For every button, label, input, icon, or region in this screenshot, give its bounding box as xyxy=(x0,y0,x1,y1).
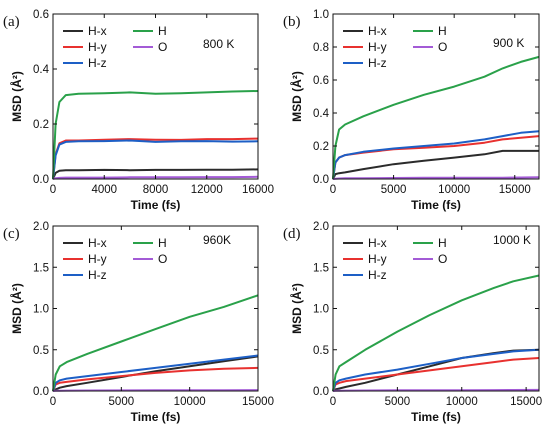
temperature-label: 1000 K xyxy=(493,233,531,247)
series-line-h-y xyxy=(52,137,259,180)
y-tick-label: 0.5 xyxy=(313,345,329,357)
y-axis-title: MSD (Å²) xyxy=(9,283,24,334)
y-tick-label: 0.4 xyxy=(33,64,50,76)
series-line-h-z xyxy=(52,139,259,180)
series-line-h xyxy=(332,274,540,392)
series-line-h-z xyxy=(52,354,259,392)
series-line-h xyxy=(52,294,259,392)
y-axis-title: MSD (Å²) xyxy=(289,283,304,334)
series-line-h-x xyxy=(52,355,259,392)
y-axis-title: MSD (Å²) xyxy=(289,71,304,122)
y-tick-label: 0.8 xyxy=(313,42,329,54)
y-tick-label: 0.0 xyxy=(33,174,49,186)
x-tick-label: 10000 xyxy=(446,396,478,408)
x-axis-title: Time (fs) xyxy=(411,410,461,424)
x-tick-label: 15000 xyxy=(510,396,542,408)
legend-label-h-z: H-z xyxy=(88,268,107,282)
legend-label-h-x: H-x xyxy=(88,24,107,38)
chart-panel-1: 0 4000 8000 12000 16000 0.0 0.2 0.4 0.6 Time (fs)… xyxy=(3,9,274,212)
x-tick-label: 5000 xyxy=(381,184,407,196)
panel-label: (d) xyxy=(283,226,301,242)
series-line-h xyxy=(52,90,259,180)
y-tick-label: 0.2 xyxy=(313,141,329,153)
plot-frame xyxy=(332,13,540,180)
y-tick-label: 1.0 xyxy=(313,9,329,21)
legend-label-h: H xyxy=(158,236,167,250)
y-tick-label: 0.5 xyxy=(33,345,49,357)
x-tick-label: 8000 xyxy=(143,184,169,196)
y-tick-label: 2.0 xyxy=(313,221,329,233)
legend-label-h-z: H-z xyxy=(368,56,387,70)
series-line-h-z xyxy=(332,348,540,392)
x-tick-label: 0 xyxy=(50,396,56,408)
y-tick-label: 0.0 xyxy=(313,174,329,186)
chart-panel-2: 0 5000 10000 15000 0.0 0.2 0.4 0.6 0.8 1.0 Time (f… xyxy=(283,9,540,212)
plot-frame xyxy=(52,225,259,392)
plot-frame xyxy=(332,225,540,392)
y-tick-label: 0.6 xyxy=(313,75,329,87)
series-line-h-y xyxy=(332,135,540,180)
legend-label-h-x: H-x xyxy=(368,24,387,38)
x-tick-label: 15000 xyxy=(499,184,531,196)
y-tick-label: 0.0 xyxy=(313,386,329,398)
x-axis-title: Time (fs) xyxy=(411,198,461,212)
x-tick-label: 10000 xyxy=(438,184,470,196)
legend-label-o: O xyxy=(438,252,447,266)
legend-label-o: O xyxy=(158,252,167,266)
x-tick-label: 5000 xyxy=(385,396,411,408)
legend-label-h-x: H-x xyxy=(88,236,107,250)
x-tick-label: 12000 xyxy=(191,184,223,196)
legend-label-h-y: H-y xyxy=(88,252,107,266)
panel-label: (c) xyxy=(3,226,20,242)
panel-label: (b) xyxy=(283,14,301,30)
legend-label-o: O xyxy=(438,40,447,54)
series-line-h-z xyxy=(332,130,540,180)
y-tick-label: 1.5 xyxy=(33,262,49,274)
x-axis-title: Time (fs) xyxy=(131,410,181,424)
y-tick-label: 1.0 xyxy=(313,304,329,316)
legend-label-h-y: H-y xyxy=(368,252,387,266)
series-line-h-x xyxy=(332,149,539,180)
x-tick-label: 4000 xyxy=(91,184,117,196)
temperature-label: 960K xyxy=(203,233,231,247)
series-line-h xyxy=(332,55,540,180)
chart-panel-4: 0 5000 10000 15000 0.0 0.5 1.0 1.5 2.0 Time (fs) M… xyxy=(283,221,542,424)
x-tick-label: 15000 xyxy=(242,396,274,408)
legend-label-h: H xyxy=(438,24,447,38)
series-line-o xyxy=(52,175,259,180)
series-line-h-y xyxy=(52,366,259,392)
x-tick-label: 0 xyxy=(330,396,336,408)
y-tick-label: 0.0 xyxy=(33,386,49,398)
legend-label-h-z: H-z xyxy=(88,56,107,70)
y-tick-label: 1.0 xyxy=(33,304,49,316)
panel-label: (a) xyxy=(3,14,20,30)
x-axis-title: Time (fs) xyxy=(131,198,181,212)
chart-panel-3: 0 5000 10000 15000 0.0 0.5 1.0 1.5 2.0 Time (fs) M… xyxy=(3,221,274,424)
x-tick-label: 0 xyxy=(330,184,336,196)
legend-label-h-z: H-z xyxy=(368,268,387,282)
legend-label-h-x: H-x xyxy=(368,236,387,250)
legend-label-h-y: H-y xyxy=(368,40,387,54)
y-tick-label: 1.5 xyxy=(313,262,329,274)
x-tick-label: 0 xyxy=(50,184,56,196)
x-tick-label: 16000 xyxy=(242,184,274,196)
y-tick-label: 2.0 xyxy=(33,221,49,233)
series-line-h-y xyxy=(332,357,540,392)
temperature-label: 900 K xyxy=(493,36,524,50)
temperature-label: 800 K xyxy=(203,37,234,51)
legend-label-h: H xyxy=(438,236,447,250)
x-tick-label: 5000 xyxy=(109,396,135,408)
y-tick-label: 0.2 xyxy=(33,119,49,131)
series-line-h-x xyxy=(52,168,259,180)
y-axis-title: MSD (Å²) xyxy=(9,71,24,122)
legend-label-h-y: H-y xyxy=(88,40,107,54)
x-tick-label: 10000 xyxy=(174,396,206,408)
legend-label-o: O xyxy=(158,40,167,54)
legend-label-h: H xyxy=(158,24,167,38)
y-tick-label: 0.4 xyxy=(313,108,330,120)
y-tick-label: 0.6 xyxy=(33,9,49,21)
